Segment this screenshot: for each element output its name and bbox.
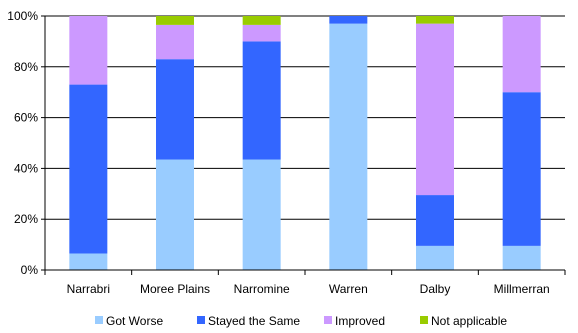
bar-narromine-stayed-the-same <box>242 41 281 160</box>
legend-swatch-not-applicable <box>420 316 428 324</box>
bar-millmerran-got-worse <box>502 245 541 270</box>
bar-moree-plains-stayed-the-same <box>156 59 194 160</box>
bar-stacks <box>69 16 541 271</box>
x-tick-label-narrabri: Narrabri <box>67 282 110 296</box>
bar-dalby-stayed-the-same <box>416 195 454 246</box>
gridlines <box>45 15 565 220</box>
y-tick-label: 100% <box>7 9 38 23</box>
legend-swatch-got-worse <box>95 316 103 324</box>
bar-millmerran-stayed-the-same <box>502 92 541 246</box>
legend-label-not-applicable: Not applicable <box>431 314 507 328</box>
legend-label-improved: Improved <box>335 314 385 328</box>
x-axis-ticks: Narrabri Moree Plains Narromine Warren Dalby… <box>44 270 566 296</box>
bar-dalby-got-worse <box>416 245 454 270</box>
y-tick-label: 60% <box>14 111 38 125</box>
legend: Got Worse Stayed the Same Improved Not appl… <box>95 314 507 328</box>
bar-dalby-improved <box>416 23 454 196</box>
x-tick-label-narromine: Narromine <box>234 282 290 296</box>
bar-narromine-got-worse <box>242 159 281 270</box>
bar-moree-plains-not-applicable <box>156 16 194 25</box>
bar-narromine-improved <box>242 24 281 42</box>
x-tick-label-moree-plains: Moree Plains <box>140 282 210 296</box>
bar-narrabri-got-worse <box>69 253 108 270</box>
y-tick-label: 80% <box>14 60 38 74</box>
legend-label-got-worse: Got Worse <box>106 314 163 328</box>
y-tick-label: 0% <box>21 263 39 277</box>
legend-label-stayed-the-same: Stayed the Same <box>208 314 300 328</box>
legend-swatch-stayed-the-same <box>197 316 205 324</box>
bar-dalby-not-applicable <box>416 16 454 24</box>
y-tick-label: 40% <box>14 161 38 175</box>
bar-narromine-not-applicable <box>242 16 281 25</box>
bar-warren-stayed-the-same <box>329 16 368 24</box>
bar-narrabri-stayed-the-same <box>69 84 108 254</box>
bar-moree-plains-got-worse <box>156 159 194 270</box>
legend-swatch-improved <box>324 316 332 324</box>
y-tick-label: 20% <box>14 212 38 226</box>
bar-warren-got-worse <box>329 23 368 271</box>
y-axis-ticks: 0% 20% 40% 60% 80% 100% <box>7 9 45 277</box>
x-tick-label-dalby: Dalby <box>420 282 451 296</box>
bar-narrabri-improved <box>69 16 108 85</box>
x-tick-label-millmerran: Millmerran <box>494 282 550 296</box>
axes <box>44 16 565 271</box>
bar-millmerran-improved <box>502 16 541 93</box>
bar-moree-plains-improved <box>156 24 194 60</box>
x-tick-label-warren: Warren <box>329 282 368 296</box>
